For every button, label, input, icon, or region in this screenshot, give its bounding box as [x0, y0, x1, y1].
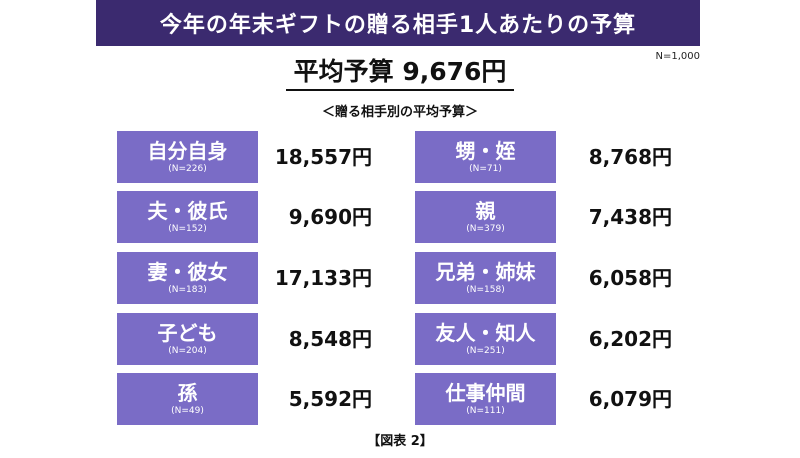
- category-sample-size: (N=158): [466, 285, 505, 295]
- category-sample-size: (N=251): [466, 346, 505, 356]
- category-label: 自分自身: [147, 139, 228, 163]
- category-label: 夫・彼氏: [147, 199, 228, 223]
- average-budget: 平均予算 9,676円: [0, 56, 800, 91]
- budget-value: 17,133円: [274, 266, 372, 290]
- category-sample-size: (N=379): [466, 224, 505, 234]
- budget-value: 18,557円: [274, 145, 372, 169]
- subtitle: ＜贈る相手別の平均予算＞: [321, 105, 478, 120]
- budget-value: 6,202円: [588, 327, 672, 351]
- budget-value: 8,768円: [588, 145, 672, 169]
- category-box: 妻・彼女 (N=183): [117, 252, 258, 304]
- category-label: 仕事仲間: [445, 381, 526, 405]
- category-sample-size: (N=152): [168, 224, 207, 234]
- category-sample-size: (N=204): [168, 346, 207, 356]
- category-sample-size: (N=183): [168, 285, 207, 295]
- budget-value: 6,079円: [588, 387, 672, 411]
- figure-label: 【図表 2】: [367, 434, 433, 449]
- budget-value: 6,058円: [588, 266, 672, 290]
- category-label: 甥・姪: [455, 139, 516, 163]
- budget-value: 9,690円: [288, 205, 372, 229]
- category-box: 友人・知人 (N=251): [415, 313, 556, 365]
- budget-value: 7,438円: [588, 205, 672, 229]
- category-box: 子ども (N=204): [117, 313, 258, 365]
- category-box: 孫 (N=49): [117, 373, 258, 425]
- category-sample-size: (N=111): [466, 406, 505, 416]
- category-box: 甥・姪 (N=71): [415, 131, 556, 183]
- category-label: 妻・彼女: [147, 260, 228, 284]
- chart-title-banner: 今年の年末ギフトの贈る相手1人あたりの予算: [96, 0, 700, 46]
- category-label: 友人・知人: [435, 321, 536, 345]
- budget-value: 5,592円: [288, 387, 372, 411]
- sample-size: N=1,000: [655, 51, 701, 62]
- category-sample-size: (N=71): [469, 164, 502, 174]
- category-box: 親 (N=379): [415, 191, 556, 243]
- category-box: 夫・彼氏 (N=152): [117, 191, 258, 243]
- category-box: 仕事仲間 (N=111): [415, 373, 556, 425]
- category-label: 孫: [177, 381, 198, 405]
- category-label: 親: [475, 199, 496, 223]
- chart-title: 今年の年末ギフトの贈る相手1人あたりの予算: [159, 13, 637, 38]
- category-sample-size: (N=49): [171, 406, 204, 416]
- category-sample-size: (N=226): [168, 164, 207, 174]
- category-box: 自分自身 (N=226): [117, 131, 258, 183]
- category-label: 子ども: [157, 321, 218, 345]
- category-label: 兄弟・姉妹: [435, 260, 536, 284]
- category-box: 兄弟・姉妹 (N=158): [415, 252, 556, 304]
- budget-value: 8,548円: [288, 327, 372, 351]
- average-budget-label: 平均予算 9,676円: [285, 56, 515, 91]
